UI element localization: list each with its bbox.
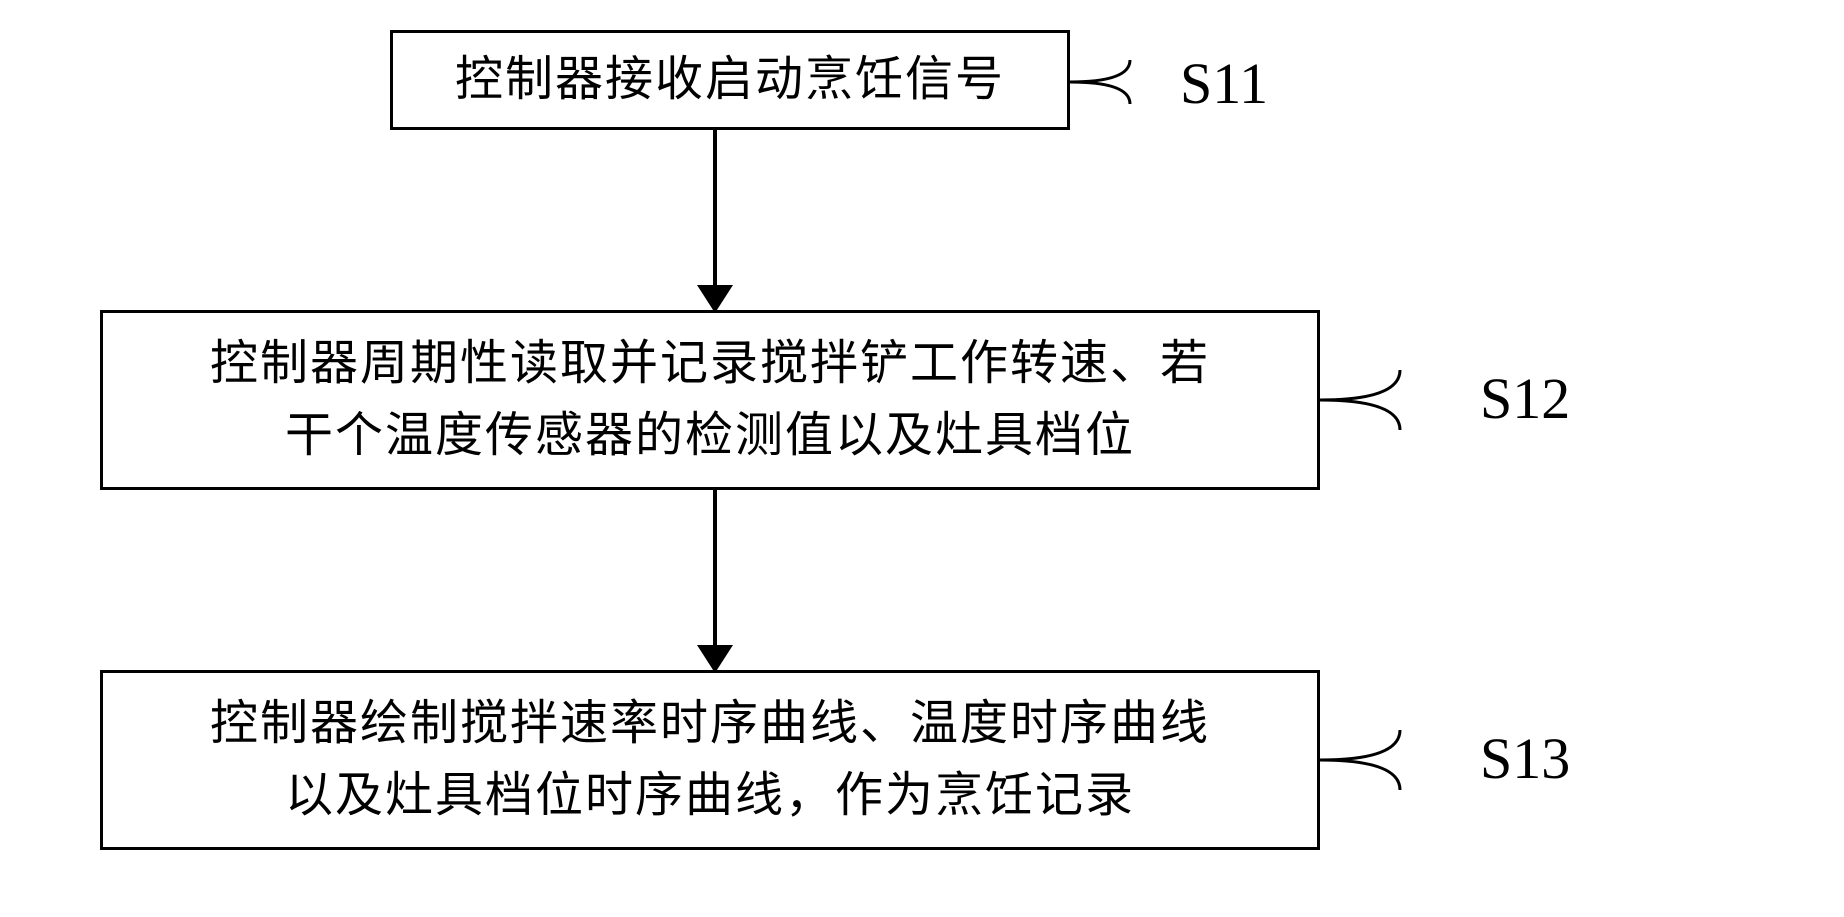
arrow-s12-s13	[713, 490, 717, 650]
node-text-s13: 控制器绘制搅拌速率时序曲线、温度时序曲线 以及灶具档位时序曲线，作为烹饪记录	[210, 688, 1210, 832]
arrow-head-s12-s13	[697, 645, 733, 673]
step-label-s12: S12	[1480, 365, 1570, 432]
step-label-s11: S11	[1180, 50, 1268, 117]
connector-s11	[1070, 60, 1180, 110]
connector-s12	[1320, 370, 1480, 430]
arrow-head-s11-s12	[697, 285, 733, 313]
step-label-s13: S13	[1480, 725, 1570, 792]
flow-node-s13: 控制器绘制搅拌速率时序曲线、温度时序曲线 以及灶具档位时序曲线，作为烹饪记录	[100, 670, 1320, 850]
node-text-s13-line2: 以及灶具档位时序曲线，作为烹饪记录	[285, 769, 1135, 822]
node-text-s12: 控制器周期性读取并记录搅拌铲工作转速、若 干个温度传感器的检测值以及灶具档位	[210, 328, 1210, 472]
flow-node-s11: 控制器接收启动烹饪信号	[390, 30, 1070, 130]
connector-s13	[1320, 730, 1480, 790]
flow-node-s12: 控制器周期性读取并记录搅拌铲工作转速、若 干个温度传感器的检测值以及灶具档位	[100, 310, 1320, 490]
arrow-s11-s12	[713, 130, 717, 290]
node-text-s13-line1: 控制器绘制搅拌速率时序曲线、温度时序曲线	[210, 697, 1210, 750]
node-text-s12-line1: 控制器周期性读取并记录搅拌铲工作转速、若	[210, 337, 1210, 390]
node-text-s11: 控制器接收启动烹饪信号	[455, 44, 1005, 116]
node-text-s12-line2: 干个温度传感器的检测值以及灶具档位	[285, 409, 1135, 462]
